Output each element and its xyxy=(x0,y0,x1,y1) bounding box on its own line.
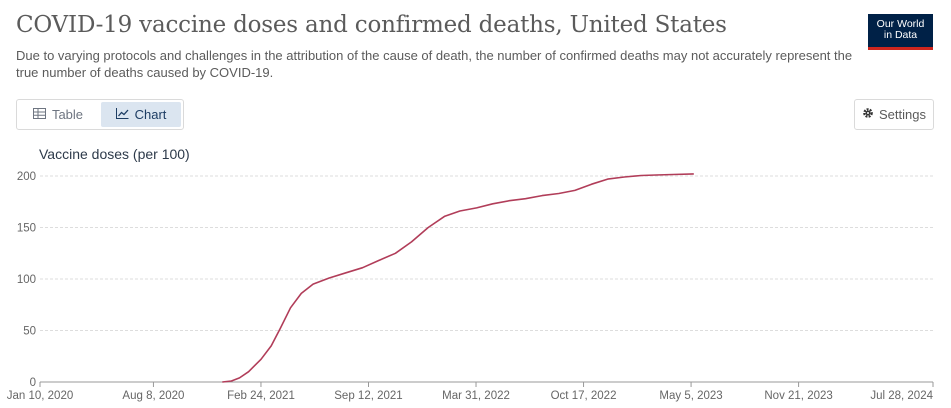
x-tick-label: May 5, 2023 xyxy=(659,390,722,402)
our-world-in-data-logo[interactable]: Our World in Data xyxy=(868,14,933,50)
y-tick-label: 100 xyxy=(17,274,36,286)
settings-button[interactable]: Settings xyxy=(854,99,934,130)
y-tick-label: 150 xyxy=(17,223,36,235)
x-tick-label: Aug 8, 2020 xyxy=(122,390,184,402)
gear-icon xyxy=(862,107,874,122)
x-tick-label: Mar 31, 2022 xyxy=(442,390,510,402)
settings-label: Settings xyxy=(879,107,926,122)
table-icon xyxy=(32,107,46,122)
line-chart-icon xyxy=(115,107,129,122)
tab-table-label: Table xyxy=(51,107,84,122)
logo-line-1: Our World xyxy=(876,18,925,30)
x-tick-label: Jul 28, 2024 xyxy=(870,390,933,402)
tab-chart[interactable]: Chart xyxy=(101,102,181,127)
x-tick-label: Nov 21, 2023 xyxy=(764,390,832,402)
x-tick-label: Jan 10, 2020 xyxy=(7,390,74,402)
series-line-vaccine-doses[interactable] xyxy=(222,173,694,383)
chart-subtitle: Due to varying protocols and challenges … xyxy=(16,48,853,80)
tab-chart-label: Chart xyxy=(134,107,167,122)
x-tick-label: Sep 12, 2021 xyxy=(334,390,402,402)
logo-line-2: in Data xyxy=(883,29,918,41)
y-tick-label: 50 xyxy=(23,326,36,338)
y-tick-label: 200 xyxy=(17,171,36,183)
chart-title: COVID-19 vaccine doses and confirmed dea… xyxy=(16,12,727,38)
y-axis-label: Vaccine doses (per 100) xyxy=(39,146,190,162)
x-tick-label: Oct 17, 2022 xyxy=(551,390,617,402)
tab-table[interactable]: Table xyxy=(17,100,99,129)
y-tick-label: 0 xyxy=(30,377,36,389)
x-tick-label: Feb 24, 2021 xyxy=(227,390,295,402)
view-tabs: Table Chart xyxy=(16,99,184,130)
